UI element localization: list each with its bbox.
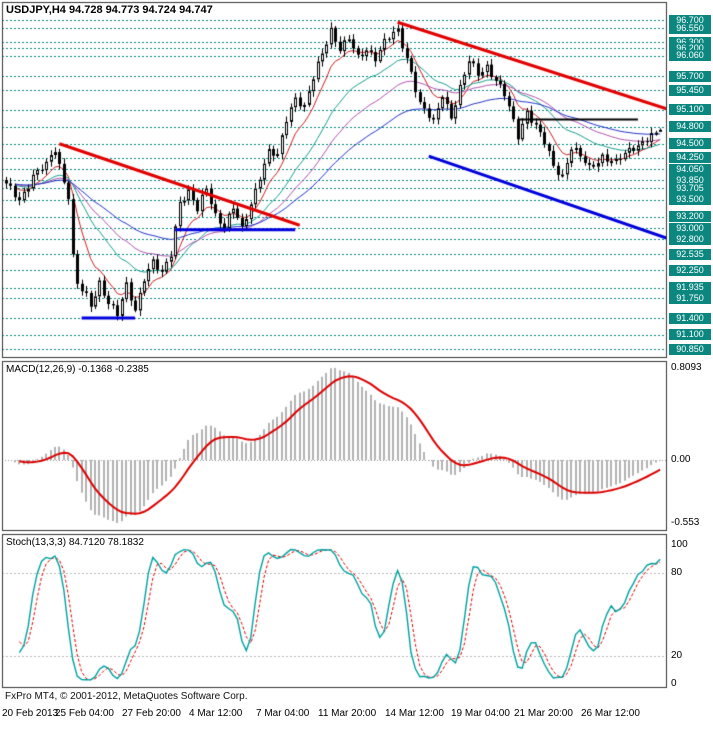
- chart-canvas[interactable]: [0, 0, 713, 729]
- mt4-chart-window: USDJPY,H4 94.728 94.773 94.724 94.747 MA…: [0, 0, 713, 729]
